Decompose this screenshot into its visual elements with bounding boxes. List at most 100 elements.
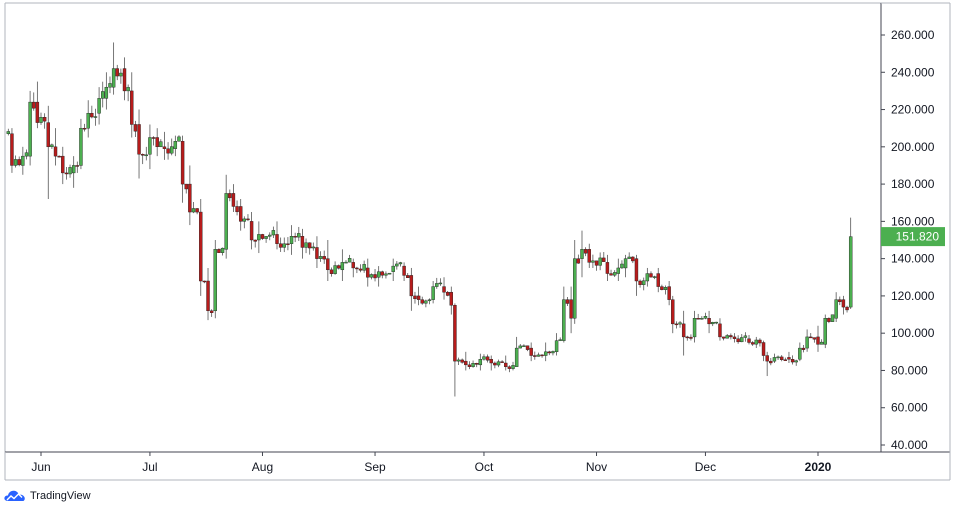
candle-body-up (333, 265, 337, 274)
candle-body-up (627, 256, 631, 259)
candle-body-down (82, 127, 87, 130)
candle-body-up (740, 337, 744, 343)
candle-body-up (456, 359, 461, 362)
candle-body-down (507, 366, 512, 369)
candle-body-up (387, 272, 392, 275)
candle-body-down (689, 336, 693, 339)
candle-body-up (170, 146, 174, 154)
candle-body-down (583, 249, 588, 254)
candle-body-up (21, 155, 25, 166)
candle-body-up (86, 113, 90, 129)
candle-body-down (166, 148, 170, 154)
candle-body-down (649, 273, 653, 278)
candle-body-down (409, 275, 414, 297)
candle-body-down (253, 239, 257, 242)
candle-body-down (681, 323, 686, 338)
candle-body-down (373, 274, 377, 279)
candle-body-up (711, 322, 715, 325)
candle-body-up (830, 314, 835, 322)
candle-body-down (812, 337, 817, 340)
candle-body-down (137, 124, 141, 155)
candle-body-down (576, 258, 581, 264)
y-tick-label: 120.000 (891, 289, 935, 303)
candle-body-up (347, 258, 352, 263)
x-tick-label: Nov (586, 460, 607, 474)
candle-body-down (445, 291, 450, 296)
candle-body-down (540, 354, 544, 357)
candle-body-down (300, 236, 305, 248)
x-tick-label: Sep (364, 460, 386, 474)
y-tick-label: 40.000 (891, 438, 928, 452)
brand-watermark[interactable]: TradingView (4, 487, 91, 505)
candle-body-down (17, 159, 21, 166)
candle-body-up (93, 116, 98, 118)
candle-body-up (177, 136, 181, 142)
candle-body-up (191, 208, 196, 213)
candle-body-up (591, 260, 595, 263)
candle-body-up (304, 242, 308, 248)
candle-body-down (238, 206, 243, 222)
candle-body-down (275, 234, 279, 244)
candle-body-up (144, 154, 148, 157)
candle-body-down (587, 249, 591, 263)
candle-body-down (609, 273, 613, 276)
y-tick-label: 100.000 (891, 326, 935, 340)
candle-body-up (678, 322, 682, 325)
candle-body-up (573, 258, 577, 319)
candle-body-down (816, 336, 820, 345)
candle-body-up (518, 345, 522, 349)
candle-body-down (195, 208, 199, 213)
candle-body-down (130, 90, 134, 125)
candle-body-down (322, 256, 326, 260)
candle-body-down (674, 323, 679, 326)
candle-body-down (736, 338, 740, 343)
candle-body-up (71, 165, 76, 174)
candle-body-down (260, 234, 265, 239)
candle-body-down (420, 299, 424, 304)
candle-body-down (10, 133, 14, 166)
candle-body-down (184, 183, 188, 190)
candle-body-up (79, 127, 83, 166)
candle-body-up (28, 101, 32, 157)
candle-body-up (645, 273, 650, 282)
candle-body-down (278, 243, 283, 248)
candle-body-down (504, 362, 508, 367)
candle-body-down (660, 286, 664, 290)
candle-body-down (696, 318, 700, 320)
candle-body-down (707, 318, 711, 325)
candle-body-up (580, 249, 584, 259)
candle-body-down (602, 257, 606, 262)
tradingview-cloud-icon (4, 490, 25, 501)
candle-body-up (297, 233, 301, 238)
candle-body-down (307, 242, 312, 249)
candle-body-down (547, 351, 552, 354)
candle-body-down (286, 243, 290, 245)
candle-body-down (565, 299, 570, 304)
candle-body-down (464, 360, 468, 366)
candle-body-down (42, 117, 47, 122)
candle-body-down (315, 247, 319, 259)
candle-body-up (798, 347, 802, 360)
candle-body-up (369, 274, 374, 278)
candle-body-up (482, 356, 486, 360)
x-tick-label: Jun (31, 460, 50, 474)
candle-body-down (202, 280, 207, 283)
candle-body-down (209, 310, 214, 313)
candle-body-down (122, 68, 127, 92)
candle-body-down (246, 218, 250, 221)
candle-body-up (598, 257, 602, 266)
candle-body-up (424, 300, 428, 304)
candle-body-up (101, 91, 105, 99)
candle-body-down (53, 146, 58, 157)
candle-body-down (235, 206, 239, 213)
candle-body-up (268, 234, 272, 237)
candle-body-down (151, 137, 156, 139)
candle-body-down (529, 347, 533, 356)
candle-body-down (351, 262, 355, 269)
candle-body-up (220, 247, 225, 253)
candle-body-up (311, 246, 316, 249)
candle-body-down (758, 339, 762, 344)
x-tick-label: Jul (142, 460, 157, 474)
